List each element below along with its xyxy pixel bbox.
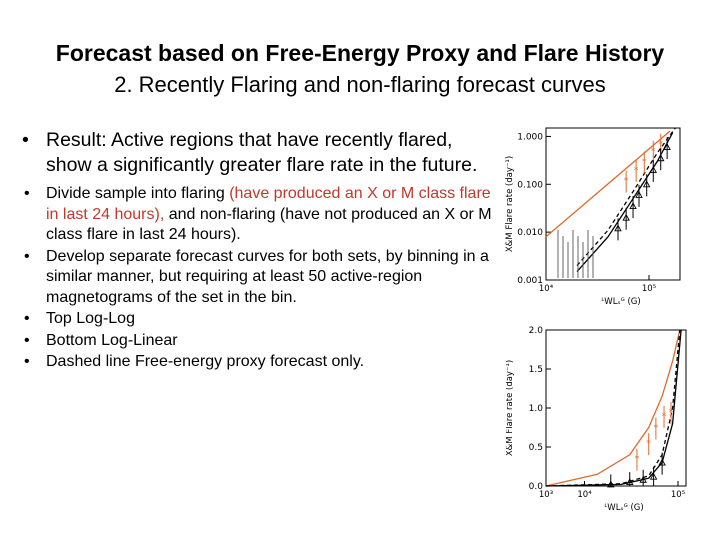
x-axis-label: ᴸWLₛᴳ (G) [601,297,640,307]
y-axis-label: X&M Flare rate (day⁻¹) [506,360,515,456]
data-point-triangle [649,165,658,173]
slide-title: Forecast based on Free-Energy Proxy and … [0,38,720,100]
data-point-star: * [624,176,629,186]
x-axis-label: ᴸWLₛᴳ (G) [604,503,643,513]
bullet-dot: • [22,129,29,151]
y-tick-label: 0.001 [517,276,543,286]
data-point-star: * [634,166,639,176]
proxy-curve [545,329,681,487]
proxy-curve [576,127,676,267]
data-point-star: * [662,412,667,422]
bullet-sub-text: Develop separate forecast curves for bot… [46,247,489,306]
bullet-sub-text: and non-flaring (have not produced an X … [46,205,492,244]
data-point-triangle [629,202,637,210]
data-point-star: * [642,157,647,167]
data-point-triangle [658,458,666,466]
data-point-star: * [654,424,659,434]
data-point-triangle [614,224,622,232]
y-tick-label: 1.5 [529,365,543,375]
bullet-dot: • [24,310,30,327]
data-point-star: * [658,140,663,150]
bullet-sub-text: Dashed line Free-energy proxy forecast o… [46,353,365,370]
bullet-sub-text: Bottom Log-Linear [46,331,178,349]
bullet-dot: • [24,185,30,202]
bullet-result-text: Result: Active regions that have recentl… [46,129,478,176]
data-point-triangle [663,143,671,150]
bullet-sub: • Develop separate forecast curves for b… [22,247,492,309]
bullet-result: • Result: Active regions that have recen… [22,128,492,178]
bullet-sub: • Dashed line Free-energy proxy forecast… [22,352,492,373]
title-main: Forecast based on Free-Energy Proxy and … [55,40,665,66]
data-point-triangle [639,475,647,483]
data-point-triangle [622,213,630,221]
bullet-list: • Result: Active regions that have recen… [22,128,492,374]
x-tick-label: 10⁵ [671,490,685,500]
bullet-sub-text: Divide sample into flaring [46,185,230,202]
plot-frame [545,127,681,281]
data-point-triangle [649,472,658,480]
data-point-star: * [669,408,674,418]
data-point-triangle [607,480,615,488]
y-tick-label: 1.000 [517,132,543,142]
y-tick-label: 0.100 [517,180,543,190]
bullet-sub: • Top Log-Log [22,309,492,330]
data-point-triangle [642,180,651,188]
y-tick-label: 0.010 [517,228,543,238]
y-axis-label: X&M Flare rate (day⁻¹) [505,156,515,252]
y-tick-label: 0.0 [529,482,544,492]
bullet-sub: • Bottom Log-Linear [22,331,492,352]
data-point-star: * [635,455,640,465]
bullet-dot: • [24,331,30,349]
y-tick-label: 1.0 [529,404,544,414]
bullet-sub-text: Top Log-Log [46,310,135,327]
data-point-star: * [646,439,651,449]
bullet-sub: • Divide sample into flaring (have produ… [22,184,492,246]
data-point-star: * [651,147,656,157]
bullet-dot: • [24,353,30,370]
x-tick-label: 10³ [539,490,553,500]
title-subtitle: 2. Recently Flaring and non-flaring fore… [114,72,606,97]
y-tick-label: 0.5 [529,443,543,453]
x-tick-label: 10⁴ [539,284,554,294]
log-linear-forecast-chart: 0.0 0.5 1.0 1.5 2.0 10³ 10⁴ 10⁵ ᴸWLₛᴳ (G) X&M Fla… [506,326,687,513]
flaring-curve [545,130,671,238]
data-point-triangle [635,190,643,198]
nonflaring-curve [576,132,674,273]
flaring-curve [545,329,681,487]
data-point-triangle [656,154,665,162]
y-tick-label: 2.0 [529,326,544,336]
x-tick-label: 10⁴ [577,490,592,500]
bullet-dot: • [24,247,30,265]
bullet-sub-highlight: (have produced an X or M class flare in … [46,185,491,223]
data-point-triangle [625,478,634,486]
x-tick-label: 10⁵ [642,284,656,294]
